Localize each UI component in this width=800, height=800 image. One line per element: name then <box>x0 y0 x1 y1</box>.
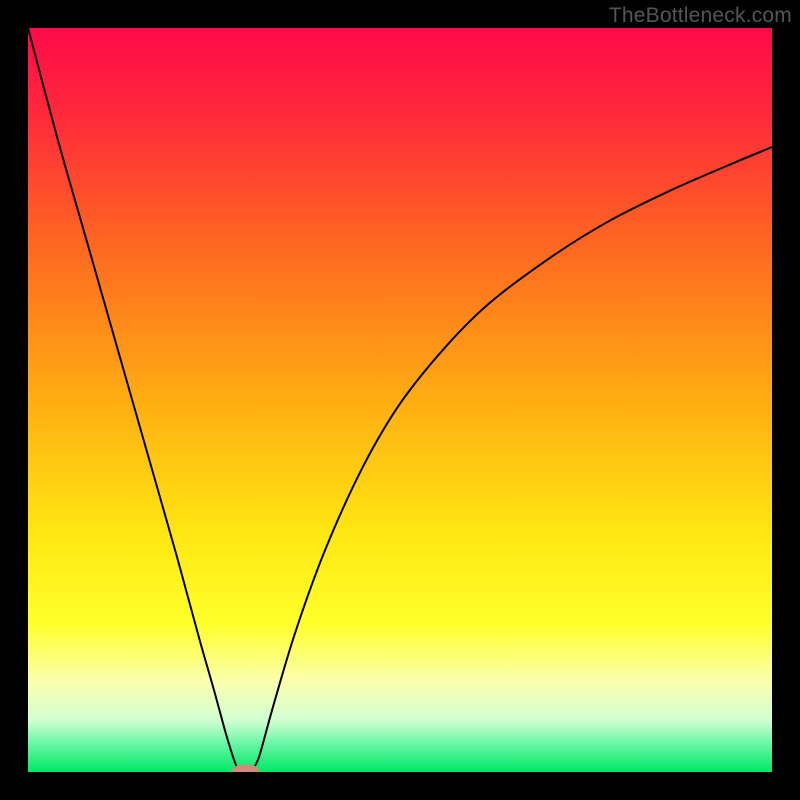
gradient-background <box>28 28 772 772</box>
watermark-text: TheBottleneck.com <box>609 4 792 28</box>
chart-frame: TheBottleneck.com <box>0 0 800 800</box>
bottleneck-chart <box>28 28 772 772</box>
